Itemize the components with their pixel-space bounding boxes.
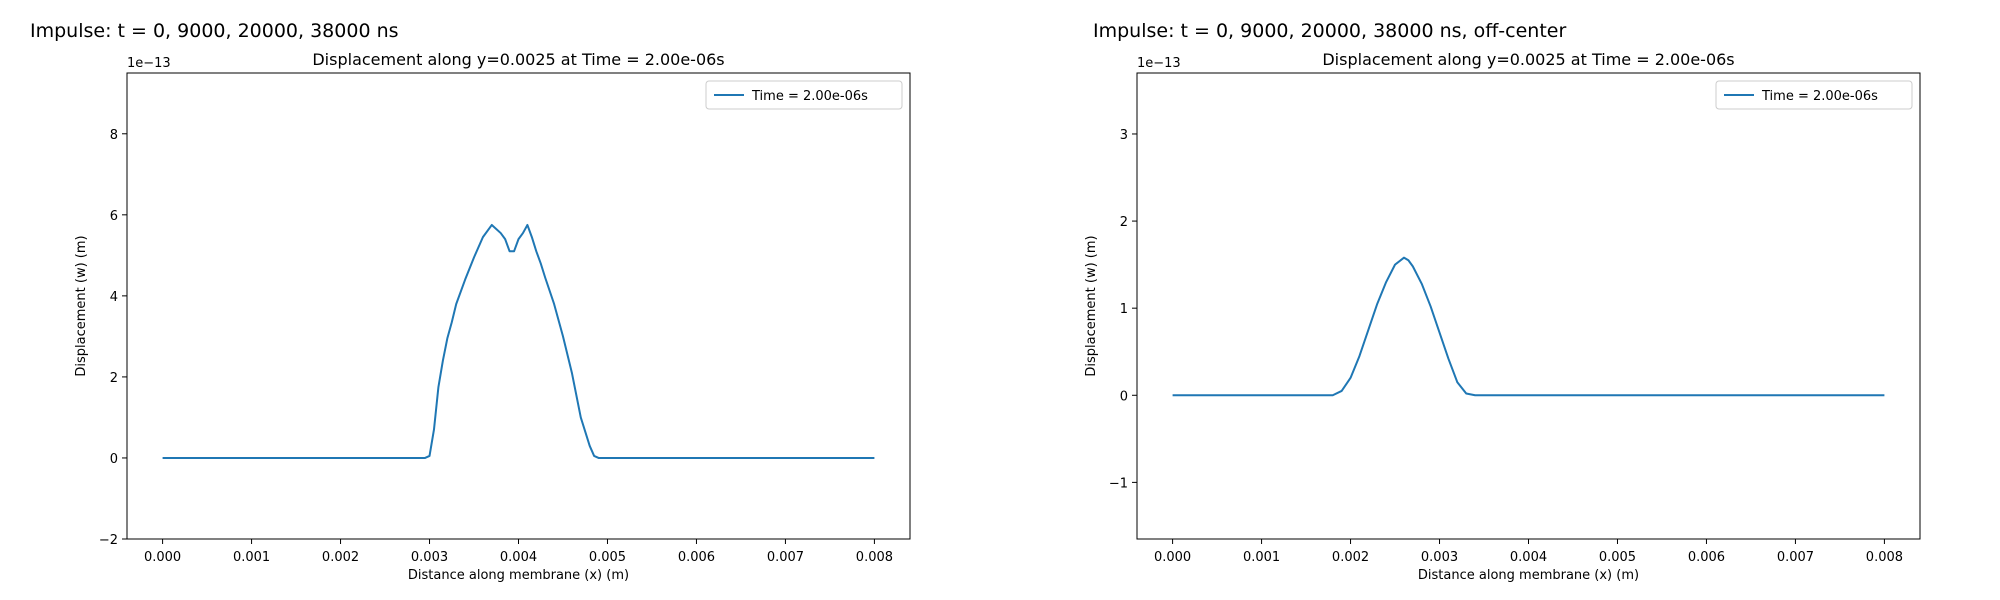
x-tick-label: 0.001 [233, 550, 270, 565]
x-tick-label: 0.005 [589, 550, 626, 565]
chart-title: Displacement along y=0.0025 at Time = 2.… [312, 50, 724, 69]
legend-box [705, 80, 903, 110]
x-tick-label: 0.007 [767, 550, 804, 565]
y-axis-label: Displacement (w) (m) [1084, 235, 1099, 376]
y-offset-text: 1e−13 [127, 56, 171, 71]
x-tick-label: 0.002 [1332, 550, 1369, 565]
legend-label: Time = 2.00e-06s [1761, 89, 1878, 104]
plot-frame [126, 72, 911, 540]
x-axis-label: Distance along membrane (x) (m) [408, 568, 629, 583]
y-tick-label: 2 [110, 371, 118, 386]
y-tick-label: 3 [1120, 128, 1128, 143]
x-tick-label: 0.003 [411, 550, 448, 565]
y-tick-label: 6 [110, 209, 118, 224]
y-tick-label: 4 [110, 290, 118, 305]
x-tick-label: 0.001 [1243, 550, 1280, 565]
y-tick-label: 0 [1120, 389, 1128, 404]
figure-title-left: Impulse: t = 0, 9000, 20000, 38000 ns [30, 20, 399, 42]
x-tick-label: 0.006 [1688, 550, 1725, 565]
x-axis-label: Distance along membrane (x) (m) [1418, 568, 1639, 583]
x-tick-label: 0.008 [856, 550, 893, 565]
plot-frame [1136, 72, 1921, 540]
legend: Time = 2.00e-06s [705, 80, 903, 110]
x-tick-label: 0.007 [1777, 550, 1814, 565]
x-tick-label: 0.000 [1154, 550, 1191, 565]
x-tick-label: 0.003 [1421, 550, 1458, 565]
x-tick-label: 0.008 [1866, 550, 1903, 565]
y-tick-label: 2 [1120, 215, 1128, 230]
figure-title-right: Impulse: t = 0, 9000, 20000, 38000 ns, o… [1093, 20, 1567, 42]
x-tick-label: 0.005 [1599, 550, 1636, 565]
y-tick-label: 1 [1120, 302, 1128, 317]
chart-panel-2: 0.000 0.001 0.002 0.003 0.004 0.005 0.006 0.007… [1084, 50, 1921, 583]
y-tick-label: 0 [110, 452, 118, 467]
legend: Time = 2.00e-06s [1715, 80, 1913, 110]
x-tick-label: 0.000 [144, 550, 181, 565]
y-tick-label: −2 [99, 533, 118, 548]
x-tick-label: 0.002 [322, 550, 359, 565]
series-line-1 [162, 223, 875, 459]
x-tick-label: 0.004 [500, 550, 537, 565]
y-tick-label: −1 [1109, 476, 1128, 491]
chart-panel-1: 0.000 0.001 0.002 0.003 0.004 0.005 0.006 0.007… [74, 50, 911, 583]
x-tick-label: 0.006 [678, 550, 715, 565]
legend-label: Time = 2.00e-06s [751, 89, 868, 104]
chart-title: Displacement along y=0.0025 at Time = 2.… [1322, 50, 1734, 69]
y-tick-label: 8 [110, 128, 118, 143]
y-offset-text: 1e−13 [1137, 56, 1181, 71]
series-line-1 [1172, 256, 1885, 397]
y-axis-label: Displacement (w) (m) [74, 235, 89, 376]
legend-box [1715, 80, 1913, 110]
x-tick-label: 0.004 [1510, 550, 1547, 565]
